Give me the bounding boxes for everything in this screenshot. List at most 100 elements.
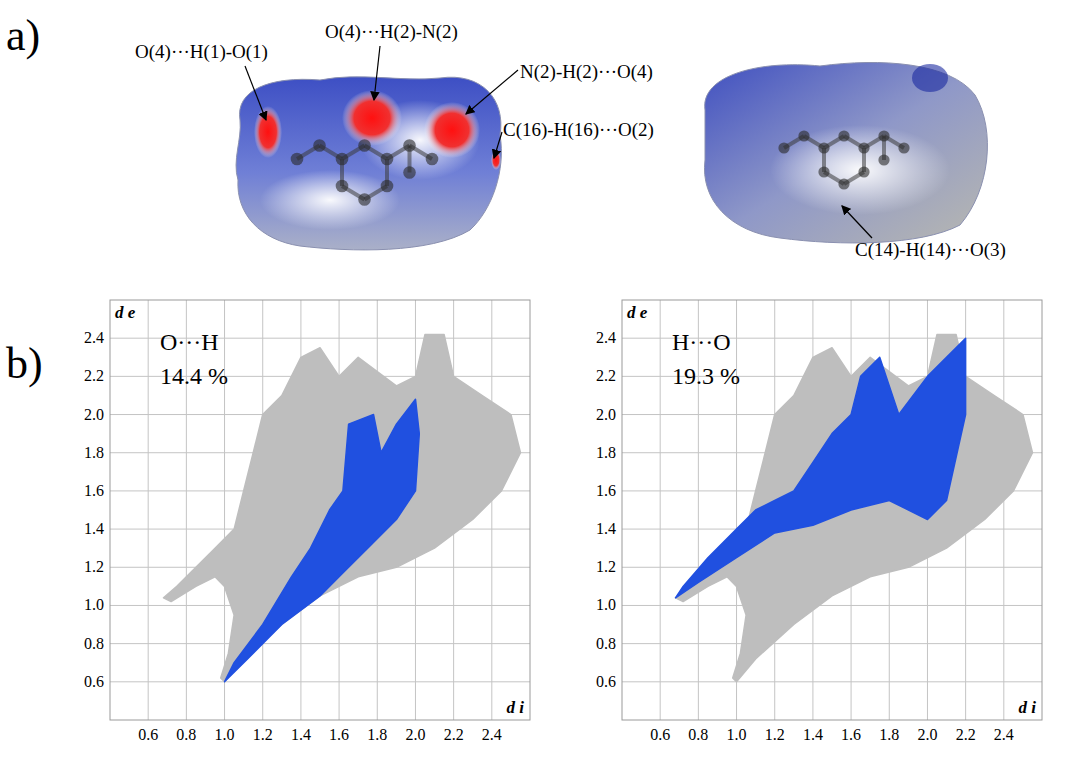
y-tick-label: 2.0 <box>596 406 616 423</box>
atom <box>336 180 349 193</box>
y-tick-label: 1.8 <box>596 444 616 461</box>
atom <box>336 153 349 166</box>
y-tick-label: 1.6 <box>84 482 104 499</box>
x-tick-label: 2.2 <box>956 726 976 743</box>
surface-right <box>704 62 987 242</box>
x-tick-label: 1.2 <box>253 726 273 743</box>
figure: a) O(4)···H(1)-O(1) O(4)···H(2)-N(2) N(2)-H… <box>0 0 1070 764</box>
x-tick-label: 1.4 <box>291 726 311 743</box>
x-tick-label: 0.6 <box>650 726 670 743</box>
y-tick-label: 1.4 <box>84 520 104 537</box>
atom <box>838 178 849 189</box>
plot-title: H···O <box>672 329 731 355</box>
x-tick-label: 0.8 <box>688 726 708 743</box>
fingerprint-plot: 0.6 0.8 1.0 1.2 1.4 1.6 1.8 2.0 2.2 2.4 0.6 0.8 1.0 1… <box>596 300 1042 743</box>
panel-label: b) <box>6 339 43 388</box>
annotation: C(14)-H(14)···O(3) <box>855 239 1006 261</box>
y-tick-label: 2.2 <box>84 367 104 384</box>
atom <box>403 139 416 152</box>
atom <box>381 153 394 166</box>
plot-area <box>622 300 1042 720</box>
grid-line <box>622 681 1042 682</box>
annotation-arrow <box>374 46 380 100</box>
surface-shade <box>912 64 948 92</box>
fingerprint-region <box>225 399 420 682</box>
y-tick-label: 2.0 <box>84 406 104 423</box>
x-tick-label: 1.4 <box>803 726 823 743</box>
y-tick-label: 0.8 <box>596 635 616 652</box>
grid-line <box>622 643 1042 644</box>
y-tick-label: 1.0 <box>596 596 616 613</box>
grid-line <box>110 681 530 682</box>
surface-shade <box>770 125 950 215</box>
atom <box>426 153 439 166</box>
y-tick-label: 0.8 <box>84 635 104 652</box>
contact-spot <box>254 106 282 158</box>
hirshfeld-surface <box>236 77 501 250</box>
x-tick-label: 2.2 <box>444 726 464 743</box>
x-tick-label: 1.6 <box>841 726 861 743</box>
y-tick-label: 1.8 <box>84 444 104 461</box>
grid-line <box>110 605 530 606</box>
grid-line <box>1003 300 1004 720</box>
y-tick-label: 0.6 <box>596 673 616 690</box>
fingerprint-plot: 0.60.81.01.21.41.61.82.02.22.40.60.81.01… <box>84 300 530 743</box>
contact-spot <box>342 90 402 146</box>
x-tick-label: 2.0 <box>917 726 937 743</box>
annotation: N(2)-H(2)···O(4) <box>520 61 653 83</box>
y-tick-label: 2.4 <box>596 329 616 346</box>
plot-frame <box>110 300 530 720</box>
x-tick-label: 2.0 <box>405 726 425 743</box>
y-tick-label: 2.4 <box>84 329 104 346</box>
annotation: O(4)···H(1)-O(1) <box>135 41 268 63</box>
plot-frame <box>622 300 1042 720</box>
x-tick-label: 1.0 <box>215 726 235 743</box>
atom <box>798 130 809 141</box>
atom <box>838 130 849 141</box>
y-axis-title: d e <box>627 303 648 322</box>
x-tick-label: 1.0 <box>727 726 747 743</box>
grid-line <box>110 643 530 644</box>
plot-subtitle: 14.4 % <box>160 363 228 389</box>
atom <box>878 154 889 165</box>
y-tick-label: 1.0 <box>84 596 104 613</box>
y-tick-label: 0.6 <box>84 673 104 690</box>
atom <box>818 142 829 153</box>
panel-label: a) <box>6 11 40 60</box>
y-tick-label: 1.4 <box>596 520 616 537</box>
y-tick-label: 1.6 <box>596 482 616 499</box>
grid-line <box>622 605 1042 606</box>
atom <box>381 180 394 193</box>
atom <box>313 139 326 152</box>
plot-subtitle: 19.3 % <box>672 363 740 389</box>
y-tick-label: 2.2 <box>596 367 616 384</box>
atom <box>878 130 889 141</box>
annotation-arrow <box>466 70 518 114</box>
hirshfeld-surface <box>704 62 987 242</box>
y-axis-title: d e <box>115 303 136 322</box>
grid-line <box>660 300 661 720</box>
x-axis-title: d i <box>1019 698 1037 717</box>
contact-spot <box>424 102 480 158</box>
plot-title: O···H <box>160 329 219 355</box>
y-tick-label: 1.2 <box>596 558 616 575</box>
annotation: C(16)-H(16)···O(2) <box>503 119 654 141</box>
atom <box>898 142 909 153</box>
surface-left <box>236 77 501 250</box>
surface-shade <box>260 170 400 230</box>
x-tick-label: 2.4 <box>994 726 1014 743</box>
x-axis-title: d i <box>507 698 525 717</box>
x-tick-label: 2.4 <box>482 726 502 743</box>
x-tick-label: 0.6 <box>138 726 158 743</box>
grid-line <box>491 300 492 720</box>
annotation: O(4)···H(2)-N(2) <box>325 21 458 43</box>
atom <box>818 166 829 177</box>
annotation-arrow <box>842 206 872 238</box>
atom <box>858 166 869 177</box>
atom <box>291 153 304 166</box>
atom <box>358 193 371 206</box>
y-tick-label: 1.2 <box>84 558 104 575</box>
x-tick-label: 1.2 <box>765 726 785 743</box>
atom <box>358 139 371 152</box>
atom <box>403 166 416 179</box>
